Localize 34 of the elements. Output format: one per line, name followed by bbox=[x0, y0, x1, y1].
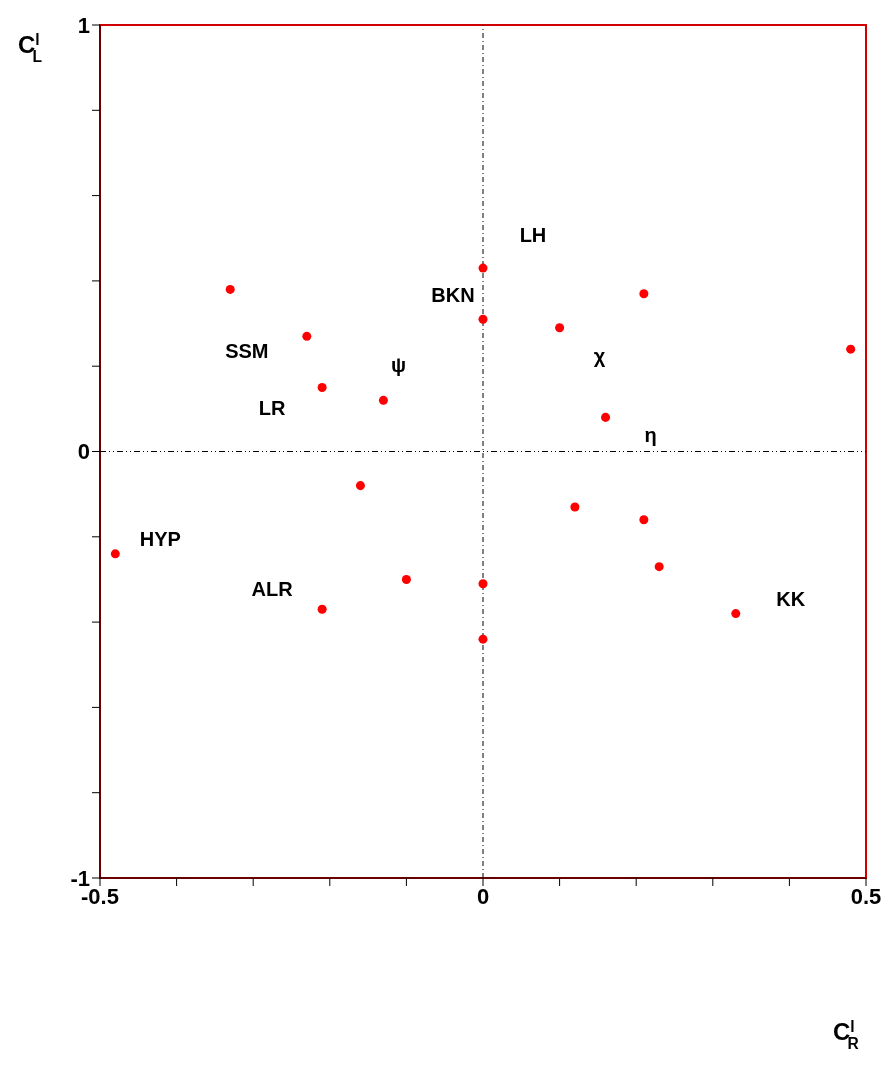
annotation: SSM bbox=[225, 340, 269, 363]
point bbox=[317, 383, 327, 393]
point bbox=[731, 609, 741, 619]
annotation: ALR bbox=[251, 578, 294, 601]
y-tick-label: 1 bbox=[77, 12, 90, 38]
point bbox=[110, 549, 120, 559]
point bbox=[317, 604, 327, 614]
point bbox=[302, 331, 312, 341]
point bbox=[355, 481, 365, 491]
point bbox=[570, 502, 580, 512]
point bbox=[478, 314, 488, 324]
annotation: HYP bbox=[139, 527, 181, 550]
x-tick-label: 0 bbox=[476, 883, 490, 909]
point bbox=[401, 574, 411, 584]
point bbox=[639, 289, 649, 299]
point bbox=[378, 395, 388, 405]
point bbox=[555, 323, 565, 333]
y-tick-label: 0 bbox=[77, 439, 90, 465]
point bbox=[846, 344, 856, 354]
point bbox=[478, 263, 488, 273]
point bbox=[654, 562, 664, 572]
point bbox=[601, 412, 611, 422]
x-tick-label: 0.5 bbox=[850, 883, 882, 909]
point bbox=[639, 515, 649, 525]
annotation: LH bbox=[519, 224, 547, 247]
annotation: ψ bbox=[390, 354, 406, 377]
annotation: LR bbox=[258, 396, 287, 419]
annotation: η bbox=[644, 424, 657, 447]
point bbox=[225, 284, 235, 294]
point bbox=[478, 579, 488, 589]
annotation: χ bbox=[593, 344, 606, 367]
point bbox=[478, 634, 488, 644]
annotation: KK bbox=[776, 587, 806, 610]
annotation: BKN bbox=[431, 284, 475, 307]
